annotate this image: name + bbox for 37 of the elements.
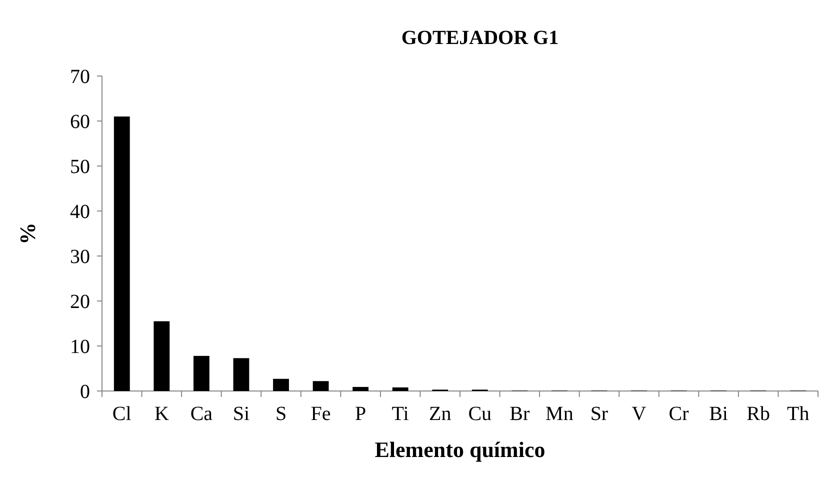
x-tick-label: K [154,403,170,425]
bar [392,387,408,391]
y-tick-label: 30 [70,246,90,268]
y-tick-label: 0 [80,381,90,403]
x-tick-label: Sr [590,403,608,425]
y-tick-label: 10 [70,336,90,358]
bar [273,378,289,391]
y-tick-label: 70 [70,66,90,88]
y-tick-label: 60 [70,111,90,133]
bar [312,381,329,391]
x-axis-title: Elemento químico [374,437,546,462]
y-tick-label: 40 [70,201,90,223]
chart-title: GOTEJADOR G1 [401,27,559,49]
x-tick-label: S [275,403,287,425]
bar [233,358,250,391]
y-tick-label: 50 [70,156,90,178]
x-tick-label: P [354,403,366,425]
y-tick-label: 20 [70,291,90,313]
x-tick-label: Fe [310,403,331,425]
x-tick-label: Ti [392,403,410,425]
x-tick-label: Cu [468,403,492,425]
x-tick-label: Rb [746,403,770,425]
bar [193,356,210,391]
y-axis-title: % [15,222,40,244]
x-tick-label: Cr [668,403,690,425]
x-tick-label: Bi [709,403,728,425]
x-tick-label: V [632,403,647,425]
x-tick-label: Th [787,403,810,425]
bar [154,321,170,391]
x-tick-label: Cl [112,403,132,425]
x-tick-label: Ca [190,403,213,425]
x-tick-label: Si [232,403,250,425]
x-tick-label: Zn [429,403,452,425]
bar [114,116,130,391]
x-tick-label: Mn [546,403,574,425]
x-tick-label: Br [510,403,530,425]
bar [352,386,369,391]
